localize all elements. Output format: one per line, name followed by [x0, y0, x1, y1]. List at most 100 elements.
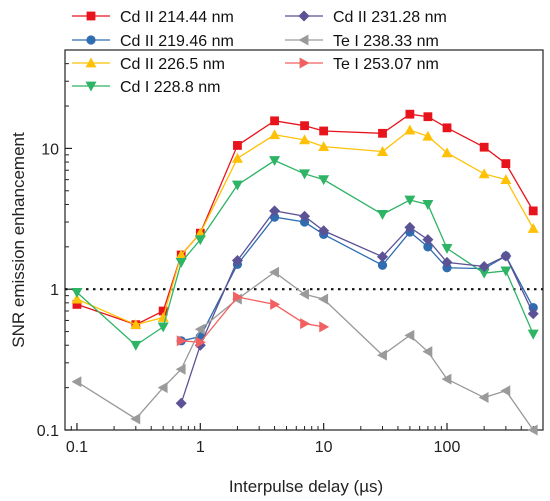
- data-point: [528, 206, 538, 216]
- data-point: [299, 134, 311, 145]
- data-point: [404, 124, 416, 135]
- legend-label: Cd II 219.46 nm: [120, 33, 234, 50]
- legend-item: Cd II 231.28 nm: [285, 9, 447, 26]
- data-point: [479, 142, 489, 152]
- series-line: [76, 129, 534, 326]
- y-tick-label: 10: [41, 141, 59, 158]
- data-point: [175, 363, 186, 375]
- data-point: [527, 424, 538, 436]
- data-point: [500, 266, 512, 277]
- series-line: [76, 271, 534, 431]
- data-point: [441, 147, 453, 158]
- data-point: [269, 129, 281, 140]
- series-6: [176, 291, 330, 348]
- data-point: [233, 141, 242, 150]
- series-line: [181, 216, 534, 342]
- x-tick-label: 100: [434, 439, 461, 456]
- legend-marker: [85, 57, 97, 68]
- data-point: [319, 321, 330, 333]
- x-axis-label: Interpulse delay (µs): [229, 477, 383, 496]
- data-point: [270, 116, 279, 126]
- data-point: [500, 250, 512, 262]
- data-point: [377, 146, 389, 156]
- data-point: [527, 329, 539, 340]
- data-point: [231, 254, 243, 266]
- data-point: [319, 126, 329, 136]
- legend-label: Cd II 231.28 nm: [333, 9, 447, 26]
- data-point: [299, 210, 311, 222]
- plot-frame: [64, 49, 544, 431]
- data-point: [318, 175, 330, 186]
- data-point: [157, 322, 169, 333]
- data-point: [377, 349, 387, 361]
- data-point: [377, 251, 389, 263]
- data-point: [158, 306, 168, 316]
- data-point: [233, 291, 243, 303]
- data-point: [194, 323, 205, 335]
- data-point: [195, 336, 206, 348]
- legend-marker: [86, 35, 96, 45]
- data-point: [231, 152, 243, 163]
- data-point: [422, 130, 434, 141]
- data-point: [269, 266, 279, 278]
- data-point: [175, 249, 187, 260]
- x-tick-label: 10: [315, 439, 333, 456]
- legend-marker: [298, 34, 309, 46]
- data-point: [299, 288, 309, 300]
- legend-item: Te I 253.07 nm: [285, 56, 439, 73]
- legend-marker: [298, 10, 310, 22]
- data-point: [72, 299, 82, 309]
- series-2: [71, 124, 539, 330]
- data-point: [442, 123, 452, 133]
- data-point: [318, 225, 330, 237]
- data-point: [501, 159, 511, 169]
- data-point: [441, 373, 452, 385]
- data-point: [130, 340, 142, 351]
- x-tick-label: 0.1: [66, 439, 88, 456]
- plot-layer: 0.1 1 10 100 0.1 1 10: [37, 49, 544, 456]
- data-point: [299, 217, 310, 227]
- legend-marker: [86, 11, 96, 21]
- y-axis-label: SNR emission enhancement: [9, 132, 28, 348]
- data-point: [157, 382, 168, 394]
- data-point: [194, 235, 206, 246]
- legend-marker: [85, 81, 97, 92]
- data-point: [478, 260, 490, 272]
- data-point: [478, 268, 490, 279]
- data-point: [527, 222, 539, 233]
- legend-label: Te I 253.07 nm: [333, 56, 439, 73]
- data-point: [176, 335, 187, 347]
- legend-marker: [299, 57, 310, 69]
- legend-item: Cd II 219.46 nm: [72, 33, 234, 50]
- data-point: [478, 168, 490, 179]
- data-point: [269, 156, 281, 167]
- series-3: [71, 156, 539, 351]
- data-point: [130, 413, 141, 425]
- legend-item: Cd I 228.8 nm: [72, 79, 221, 96]
- data-point: [175, 258, 187, 268]
- legend-item: Cd II 214.44 nm: [72, 9, 234, 26]
- legend-label: Cd II 214.44 nm: [120, 9, 234, 26]
- data-point: [422, 200, 434, 210]
- data-point: [318, 293, 329, 305]
- series-4: [175, 205, 539, 409]
- x-tick-label: 1: [196, 439, 205, 456]
- legend-label: Cd I 228.8 nm: [120, 79, 221, 96]
- legend-label: Cd II 226.5 nm: [120, 56, 225, 73]
- data-point: [175, 397, 187, 409]
- data-point: [441, 243, 453, 254]
- series-line: [76, 159, 534, 347]
- data-point: [71, 376, 82, 388]
- data-point: [423, 112, 433, 122]
- data-point: [378, 128, 387, 138]
- data-point: [130, 319, 142, 330]
- legend-item: Cd II 226.5 nm: [72, 56, 225, 73]
- data-point: [405, 109, 415, 119]
- y-tick-label: 1: [50, 282, 59, 299]
- data-point: [422, 234, 434, 246]
- data-point: [71, 287, 83, 298]
- legend-item: Te I 238.33 nm: [285, 33, 439, 50]
- data-point: [300, 318, 311, 330]
